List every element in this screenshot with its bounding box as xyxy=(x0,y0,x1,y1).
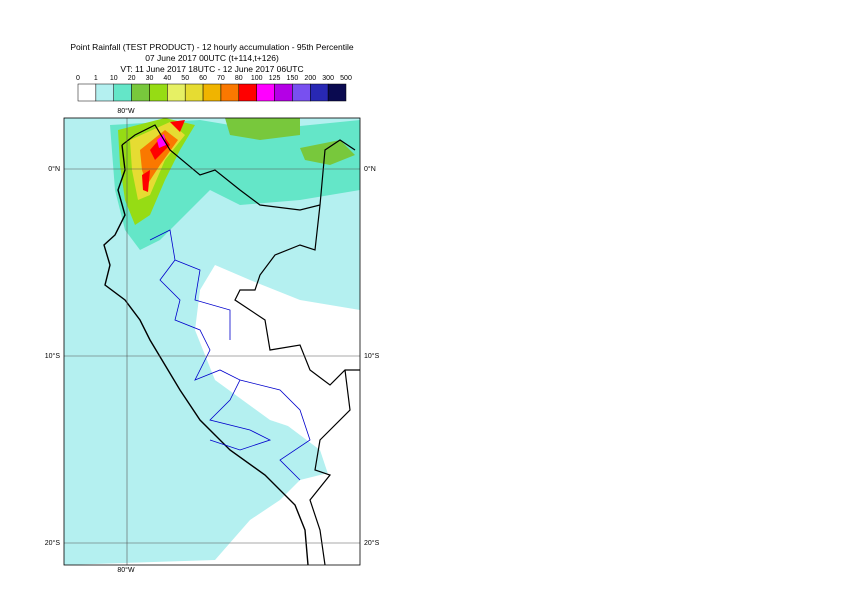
legend-swatch xyxy=(310,83,329,102)
legend-label: 500 xyxy=(340,75,352,82)
legend-swatch xyxy=(220,83,240,102)
border xyxy=(121,124,360,565)
rain-area xyxy=(225,118,355,165)
legend-label: 20 xyxy=(128,75,136,82)
map-frame xyxy=(63,117,361,566)
legend-label: 80 xyxy=(235,75,243,82)
map: 80°W 80°W 0°N 0°N 10°S 10°S 20°S 20°S xyxy=(45,107,380,574)
title-line: 07 June 2017 00UTC (t+114,t+126) xyxy=(145,53,279,63)
lat-label: 20°S xyxy=(45,539,61,547)
lon-label: 80°W xyxy=(117,566,135,574)
legend-label: 50 xyxy=(181,75,189,82)
admin-border xyxy=(149,229,311,481)
title-line: Point Rainfall (TEST PRODUCT) - 12 hourl… xyxy=(70,42,354,52)
legend-label: 1 xyxy=(94,75,98,82)
legend-label: 0 xyxy=(76,75,80,82)
legend-swatch xyxy=(149,83,168,102)
legend-swatch xyxy=(274,83,293,102)
lat-label: 10°S xyxy=(364,352,380,360)
legend-label: 150 xyxy=(287,75,299,82)
lat-label: 10°S xyxy=(45,352,61,360)
legend-swatch xyxy=(327,83,347,102)
legend-swatch xyxy=(113,83,132,102)
legend-swatch xyxy=(95,83,114,102)
coastline xyxy=(103,144,309,565)
legend-label: 200 xyxy=(304,75,316,82)
legend-swatch xyxy=(292,83,311,102)
legend-swatch xyxy=(256,83,275,102)
lon-label: 80°W xyxy=(117,107,135,115)
legend-swatch xyxy=(131,83,150,102)
dry-area xyxy=(225,300,360,565)
legend-swatch xyxy=(77,83,97,102)
legend-label: 125 xyxy=(269,75,281,82)
lat-label: 0°N xyxy=(48,165,60,173)
legend-label: 30 xyxy=(146,75,154,82)
legend-swatch xyxy=(184,83,204,102)
legend-swatch xyxy=(167,83,186,102)
lat-label: 0°N xyxy=(364,165,376,173)
legend: 0 1 10 20 30 40 50 60 70 80 100 125 150 200 300 500 xyxy=(76,75,352,102)
lat-label: 20°S xyxy=(364,539,380,547)
legend-swatch xyxy=(238,83,257,102)
legend-swatch xyxy=(202,83,222,102)
rain-area xyxy=(157,134,166,148)
legend-label: 10 xyxy=(110,75,118,82)
legend-label: 300 xyxy=(322,75,334,82)
legend-label: 70 xyxy=(217,75,225,82)
legend-label: 100 xyxy=(251,75,263,82)
graticule xyxy=(64,118,360,565)
rain-area xyxy=(142,120,185,192)
title-line: VT: 11 June 2017 18UTC - 12 June 2017 06… xyxy=(120,64,303,74)
legend-label: 40 xyxy=(163,75,171,82)
legend-label: 60 xyxy=(199,75,207,82)
